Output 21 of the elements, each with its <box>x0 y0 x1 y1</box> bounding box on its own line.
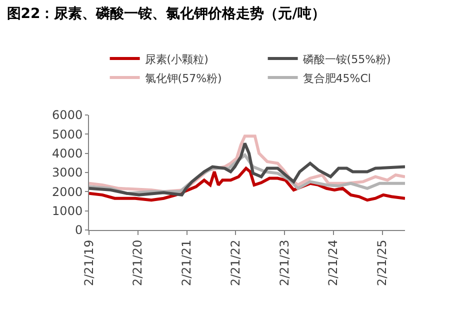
legend-label: 氯化钾(57%粉) <box>144 72 222 85</box>
y-tick-label: 1000 <box>52 204 83 218</box>
legend-label: 尿素(小颗粒) <box>144 52 208 66</box>
x-tick-label: 2/21/23 <box>277 240 292 286</box>
y-tick-label: 3000 <box>52 166 83 180</box>
y-tick-label: 4000 <box>52 146 83 161</box>
chart-title: 图22：尿素、磷酸一铵、氯化钾价格走势（元/吨） <box>6 6 326 22</box>
y-tick-label: 6000 <box>52 108 83 122</box>
legend-label: 磷酸一铵(55%粉) <box>302 52 391 66</box>
x-tick-label: 2/21/20 <box>130 240 145 286</box>
x-tick-label: 2/21/19 <box>82 240 96 286</box>
y-tick-label: 5000 <box>52 127 83 142</box>
legend-label: 复合肥45%Cl <box>302 72 371 85</box>
x-tick-label: 2/21/21 <box>180 240 194 286</box>
x-tick-label: 2/21/24 <box>326 240 340 286</box>
y-tick-label: 2000 <box>52 184 83 199</box>
line-series <box>89 166 405 202</box>
y-tick-label: 0 <box>74 223 83 238</box>
line-series <box>89 142 405 196</box>
x-tick-label: 2/21/22 <box>228 240 243 286</box>
x-tick-label: 2/21/25 <box>375 240 390 286</box>
